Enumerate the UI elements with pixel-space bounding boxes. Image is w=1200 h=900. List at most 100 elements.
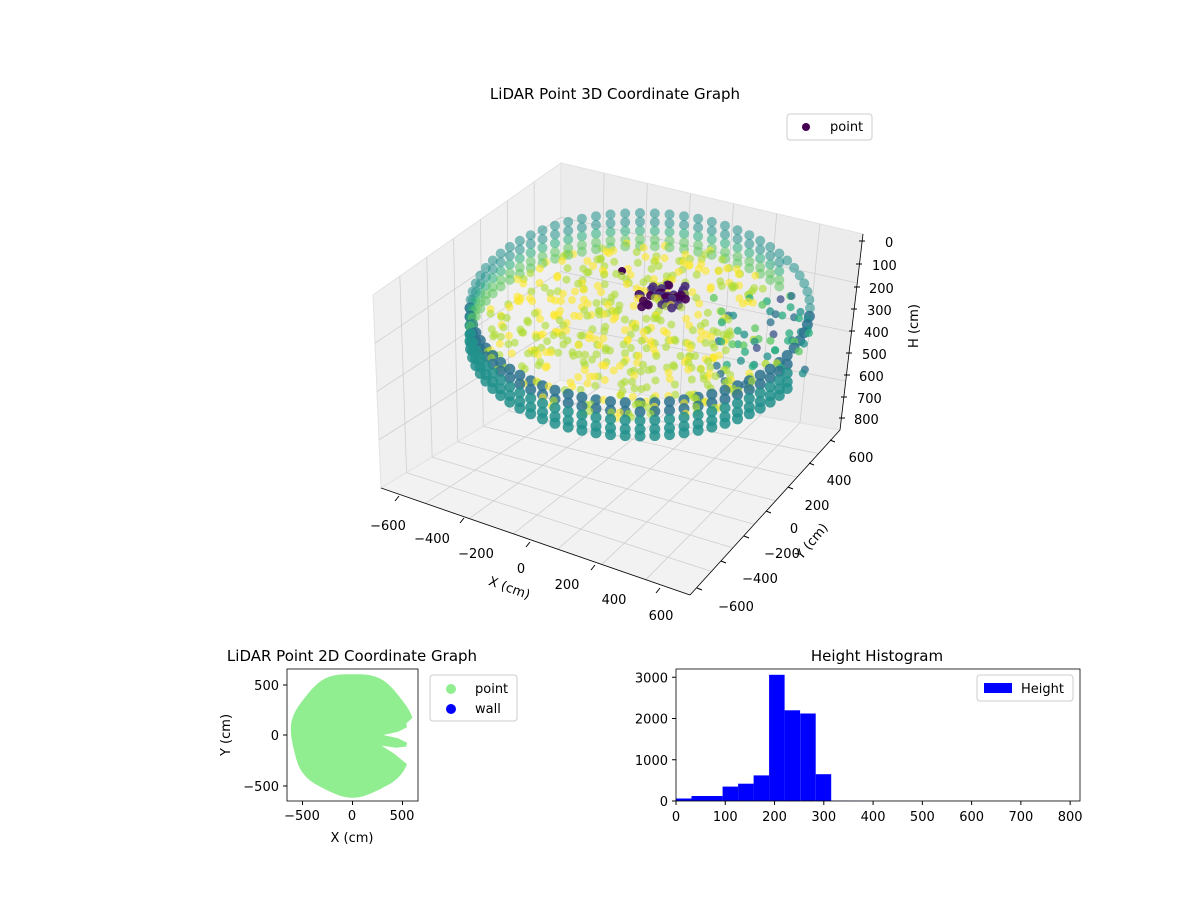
y-tick-3d: −600 [718,600,754,615]
scatter-3d-point [778,311,787,320]
scatter-3d-point [589,262,598,270]
scatter-3d-point [754,369,766,381]
x-tick-2d: 0 [348,809,356,824]
legend-histogram-box [976,674,1074,702]
scatter-3d-point [765,274,776,285]
scatter-3d-point [662,343,671,351]
scatter-3d-point [664,227,675,237]
scatter-3d-point [546,289,555,298]
scatter-3d-point [765,259,776,270]
scatter-3d-point [678,411,690,423]
scatter-3d-point [656,316,665,325]
scatter-3d-point [524,318,533,327]
scatter-3d-point [514,244,525,255]
scatter-3d-point [785,329,794,338]
x-label-3d: X (cm) [486,574,532,603]
scatter-3d-point [591,244,601,255]
scatter-3d-point [752,344,761,352]
scatter-3d-point [679,228,689,239]
scatter-3d-point [751,324,760,333]
scatter-3d-point [754,387,766,399]
y-tick-histogram: 2000 [635,713,668,728]
scatter-3d-point [504,250,515,261]
scatter-3d-point [679,220,689,230]
scatter-3d-point [664,404,675,416]
scatter-3d-point [631,323,640,332]
scatter-3d-point [535,264,544,273]
scatter-3d-point [549,402,561,414]
scatter-3d-point [652,352,661,360]
scatter-3d-point [647,264,656,273]
scatter-3d-point [605,227,616,237]
scatter-3d-point [535,279,544,287]
scatter-3d-point [626,344,635,352]
legend-2d: point wall [429,674,518,722]
scatter-3d-point [796,307,805,316]
scatter-3d-point [495,266,506,277]
x-tick-histogram: 600 [959,810,984,825]
scatter-3d-point [514,402,526,414]
scatter-3d-point [591,220,601,230]
scatter-3d-point [499,323,508,332]
scatter-3d-point [549,384,561,396]
scatter-3d-point [717,337,726,346]
histogram-bar [707,796,723,801]
scatter-3d-point [660,254,669,263]
z-tick-3d: 300 [867,304,892,319]
scatter-3d-point [575,312,584,321]
histogram-bar [738,783,754,801]
scatter-3d-point [590,427,602,439]
scatter-3d-point [585,334,593,343]
scatter-3d-point [595,310,604,319]
z-tick-3d: 200 [869,282,894,297]
z-ticks-3d: 0 100 200 300 400 500 600 700 800 H (cm) [839,236,922,428]
scatter-3d-point [764,396,776,408]
scatter-3d-point [600,376,609,384]
legend-3d-box [786,113,873,141]
scatter-3d-point [736,356,745,365]
scatter-3d-point [732,242,743,253]
scatter-3d-point [639,327,648,336]
scatter-3d-point [634,430,646,442]
z-tick-3d: 100 [872,259,897,274]
scatter-3d-point [562,406,574,418]
scatter-3d-point [562,275,571,284]
scatter-3d-point [537,413,548,425]
scatter-3d-point [706,421,718,433]
scatter-3d-point [720,229,730,240]
scatter-3d-point [537,225,548,236]
x-tick-3d: −200 [458,547,494,562]
scatter-3d-point [642,314,651,323]
scatter-3d-point [574,373,583,382]
scatter-3d-point [684,365,693,374]
scatter-3d-point [649,208,660,219]
histogram-bar [800,713,816,801]
scatter-3d-point [619,340,628,349]
histogram-bars [676,674,1080,802]
scatter-2d-area [290,674,413,798]
scatter-3d-point [495,257,506,268]
scatter-3d-point [610,257,619,266]
scatter-3d-point [590,403,602,415]
scatter-3d-point [719,417,731,429]
scatter-3d-point [751,271,760,280]
scatter-3d-point [782,255,793,266]
scatter-3d-point [605,218,616,229]
scatter-3d-point [739,341,748,350]
scatter-3d-point [550,229,560,240]
scatter-3d-point [563,216,574,227]
scatter-3d-point [635,208,645,218]
y-tick-3d: 600 [849,451,874,466]
legend-2d-point-marker [446,684,456,694]
scatter-3d-point [619,414,631,426]
scatter-3d-point [774,257,785,268]
scatter-3d-point [576,246,587,257]
scatter-3d-point [676,352,685,360]
scatter-3d-point [774,266,785,277]
scatter-3d-point [774,248,785,259]
scatter-3d-point [634,351,643,360]
z-tick-3d: 800 [854,413,879,428]
scatter-3d-point [686,254,695,263]
scatter-3d-point [649,226,660,236]
scatter-3d-point [707,332,716,341]
